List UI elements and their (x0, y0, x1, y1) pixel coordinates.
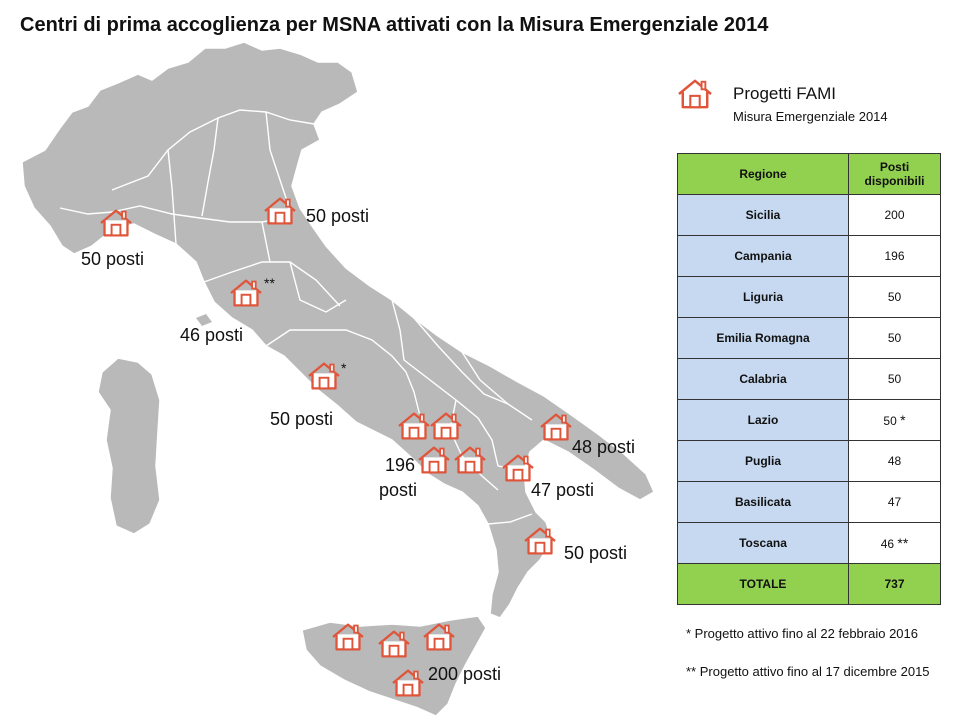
table-row: Basilicata 47 (677, 481, 941, 523)
region-cell: Campania (677, 235, 849, 277)
table-row: Sicilia 200 (677, 194, 941, 236)
label-campania-number: 196 (385, 455, 416, 475)
region-cell: Sicilia (677, 194, 849, 236)
posts-value: 50 (887, 290, 902, 304)
region-cell: Calabria (677, 358, 849, 400)
table-row: Toscana 46 ** (677, 522, 941, 564)
table-row: Puglia 48 (677, 440, 941, 482)
posts-cell: 50 (848, 276, 941, 318)
posts-note-mark: * (900, 412, 906, 428)
total-value: 737 (848, 563, 941, 605)
header-region: Regione (677, 153, 849, 195)
posts-table: Regione Posti disponibili Sicilia 200 Ca… (677, 153, 941, 605)
elba-island (196, 314, 212, 326)
page-title: Centri di prima accoglienza per MSNA att… (20, 14, 769, 36)
label-basilicata: 47 posti (531, 480, 595, 500)
header-posts-line1: Posti (879, 160, 910, 174)
label-emilia-romagna: 50 posti (306, 206, 370, 226)
label-liguria: 50 posti (81, 249, 145, 269)
posts-cell: 48 (848, 440, 941, 482)
label-lazio: 50 posti (270, 409, 334, 429)
posts-value: 46 (880, 537, 895, 551)
posts-cell: 200 (848, 194, 941, 236)
region-cell: Liguria (677, 276, 849, 318)
region-cell: Toscana (677, 522, 849, 564)
footnote-toscana: ** Progetto attivo fino al 17 dicembre 2… (686, 664, 930, 679)
mainland (21, 41, 655, 619)
legend-subtitle: Misura Emergenziale 2014 (733, 109, 888, 124)
posts-note-mark: ** (897, 535, 909, 551)
posts-value: 47 (887, 495, 902, 509)
region-cell: Emilia Romagna (677, 317, 849, 359)
sardinia (97, 357, 161, 535)
posts-cell: 47 (848, 481, 941, 523)
total-label: TOTALE (677, 563, 849, 605)
legend-title: Progetti FAMI (733, 84, 836, 103)
label-calabria: 50 posti (564, 543, 628, 563)
table-row: Liguria 50 (677, 276, 941, 318)
posts-cell: 50 (848, 317, 941, 359)
table-row: Lazio 50 * (677, 399, 941, 441)
header-posts: Posti disponibili (848, 153, 941, 195)
posts-cell: 50 (848, 358, 941, 400)
posts-value: 200 (884, 208, 905, 222)
posts-value: 50 (883, 414, 897, 428)
posts-cell: 196 (848, 235, 941, 277)
mark-lazio: * (341, 360, 347, 376)
table-total-row: TOTALE 737 (677, 563, 941, 605)
label-puglia: 48 posti (572, 437, 636, 457)
region-cell: Puglia (677, 440, 849, 482)
table-row: Campania 196 (677, 235, 941, 277)
label-campania-unit: posti (379, 480, 418, 500)
header-posts-line2: disponibili (864, 174, 925, 188)
posts-value: 48 (887, 454, 902, 468)
label-toscana: 46 posti (180, 325, 244, 345)
region-cell: Basilicata (677, 481, 849, 523)
table-header-row: Regione Posti disponibili (677, 153, 941, 195)
footnote-lazio: * Progetto attivo fino al 22 febbraio 20… (686, 626, 918, 641)
posts-cell: 50 * (848, 399, 941, 441)
house-icon (677, 79, 713, 109)
posts-value: 196 (884, 249, 905, 263)
mark-toscana: ** (264, 275, 275, 291)
posts-value: 50 (887, 331, 902, 345)
posts-cell: 46 ** (848, 522, 941, 564)
table-row: Calabria 50 (677, 358, 941, 400)
region-cell: Lazio (677, 399, 849, 441)
posts-value: 50 (887, 372, 902, 386)
table-row: Emilia Romagna 50 (677, 317, 941, 359)
label-sicilia: 200 posti (428, 664, 502, 684)
